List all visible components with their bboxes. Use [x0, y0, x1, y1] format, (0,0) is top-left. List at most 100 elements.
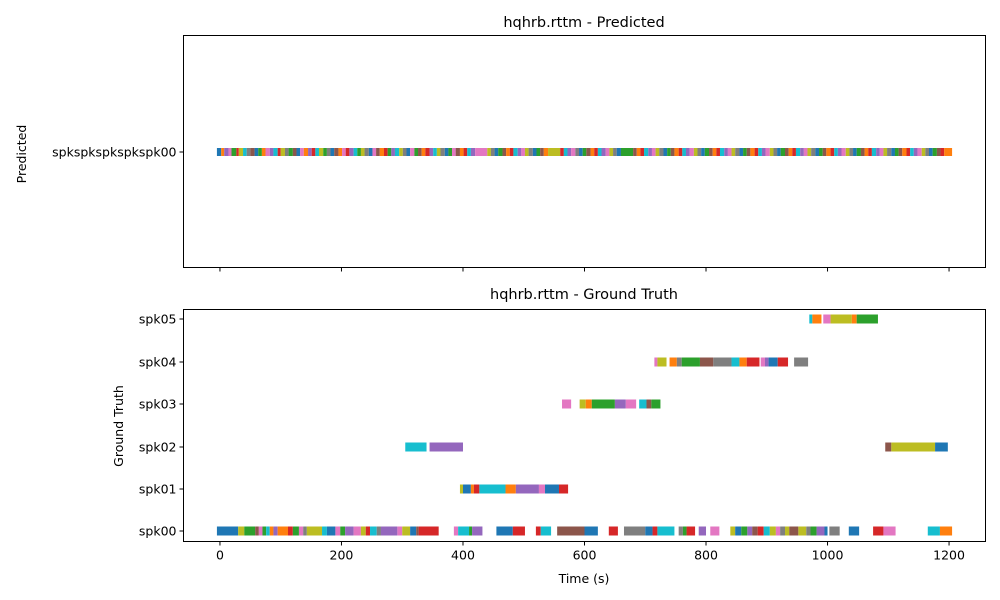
segment-spkspkspkspkspk00-138: [765, 148, 770, 156]
segment-spk00-47: [244, 526, 256, 536]
segment-spkspkspkspkspk00-154: [826, 148, 831, 156]
segment-spkspkspkspkspk00-71: [494, 148, 499, 156]
segment-spk04-18: [768, 357, 778, 367]
segment-spkspkspkspkspk00-61: [448, 148, 453, 156]
segment-spkspkspkspkspk00-170: [887, 148, 892, 156]
xtick-label-600: 600: [573, 548, 597, 563]
segment-spkspkspkspkspk00-175: [906, 148, 911, 156]
segment-spk04-12: [713, 357, 732, 367]
segment-spk00-114: [848, 526, 860, 536]
ytick-label-spk04: spk04: [139, 355, 177, 370]
segment-spkspkspkspkspk00-161: [853, 148, 857, 156]
segment-spkspkspkspkspk00-68: [475, 148, 488, 156]
segment-spk00-105: [780, 526, 785, 536]
segment-spkspkspkspkspk00-102: [620, 148, 634, 156]
segment-spkspkspkspkspk00-125: [716, 148, 720, 156]
segment-spk00-72: [402, 526, 411, 536]
segment-spk00-92: [682, 526, 687, 536]
segment-spk00-102: [763, 526, 770, 536]
segment-spk01-35: [459, 484, 463, 494]
segment-spkspkspkspkspk00-12: [261, 148, 266, 156]
segment-spkspkspkspkspk00-18: [284, 148, 289, 156]
segment-spk00-57: [298, 526, 304, 536]
segment-spkspkspkspkspk00-152: [819, 148, 823, 156]
xtick-label-800: 800: [694, 548, 718, 563]
segment-spkspkspkspkspk00-40: [368, 148, 373, 156]
segment-spkspkspkspkspk00-130: [735, 148, 740, 156]
segment-spk04-15: [746, 357, 760, 367]
segment-spk00-79: [472, 526, 483, 536]
segment-spkspkspkspkspk00-112: [667, 148, 671, 156]
segment-spkspkspkspkspk00-128: [727, 148, 732, 156]
segment-spkspkspkspkspk00-159: [845, 148, 850, 156]
segment-spkspkspkspkspk00-103: [633, 148, 637, 156]
segment-spk00-55: [288, 526, 293, 536]
segment-spkspkspkspkspk00-116: [682, 148, 686, 156]
segment-spkspkspkspkspk00-75: [509, 148, 514, 156]
segment-spkspkspkspkspk00-142: [780, 148, 785, 156]
segment-spkspkspkspkspk00-92: [582, 148, 587, 156]
segment-spk01-40: [505, 484, 516, 494]
segment-spk03-22: [579, 399, 586, 409]
xtick-label-200: 200: [330, 548, 354, 563]
panel-ground-truth-title: hqhrb.rttm - Ground Truth: [490, 287, 678, 303]
segment-spkspkspkspkspk00-179: [921, 148, 926, 156]
panel-predicted: hqhrb.rttm - Predicted Predicted spkspks…: [14, 15, 986, 272]
segment-spkspkspkspkspk00-50: [406, 148, 411, 156]
segment-spkspkspkspkspk00-63: [455, 148, 460, 156]
segment-spk00-77: [458, 526, 470, 536]
segment-spkspkspkspkspk00-177: [913, 148, 918, 156]
segment-spkspkspkspkspk00-145: [792, 148, 796, 156]
segment-spkspkspkspkspk00-51: [410, 148, 415, 156]
segment-spkspkspkspkspk00-140: [773, 148, 778, 156]
segment-spkspkspkspkspk00-160: [849, 148, 854, 156]
segment-spkspkspkspkspk00-89: [571, 148, 576, 156]
segment-spk04-9: [676, 357, 682, 367]
segment-spkspkspkspkspk00-105: [640, 148, 645, 156]
segment-spk04-6: [654, 357, 658, 367]
segment-spkspkspkspkspk00-11: [258, 148, 262, 156]
segment-spkspkspkspkspk00-163: [860, 148, 865, 156]
segment-spkspkspkspkspk00-26: [315, 148, 319, 156]
xtick-label-1000: 1000: [812, 548, 844, 563]
segment-spk00-118: [939, 526, 953, 536]
segment-spk00-89: [652, 526, 658, 536]
segment-spkspkspkspkspk00-0: [216, 148, 222, 156]
segment-spkspkspkspkspk00-169: [883, 148, 888, 156]
segment-spkspkspkspkspk00-118: [689, 148, 694, 156]
segment-spk00-75: [418, 526, 439, 536]
segment-spkspkspkspkspk00-143: [785, 148, 789, 156]
segment-spk03-29: [651, 399, 661, 409]
segment-spk00-107: [789, 526, 799, 536]
segment-spkspkspkspkspk00-107: [648, 148, 652, 156]
segment-spkspkspkspkspk00-73: [502, 148, 507, 156]
segment-spkspkspkspkspk00-115: [678, 148, 683, 156]
segment-spkspkspkspkspk00-33: [342, 148, 346, 156]
segment-spk04-20: [794, 357, 809, 367]
ytick-label-spk01: spk01: [139, 482, 177, 497]
segment-spk00-48: [255, 526, 259, 536]
segment-spkspkspkspkspk00-1: [221, 148, 225, 156]
segment-spkspkspkspkspk00-42: [376, 148, 380, 156]
segment-spk00-60: [322, 526, 327, 536]
segment-spk00-76: [453, 526, 459, 536]
segment-spk03-21: [562, 399, 572, 409]
xtick-label-0: 0: [216, 548, 224, 563]
segment-spkspkspkspkspk00-162: [856, 148, 861, 156]
segment-spk01-41: [515, 484, 539, 494]
segment-spkspkspkspkspk00-19: [288, 148, 293, 156]
segment-spkspkspkspkspk00-79: [524, 148, 529, 156]
segment-spk01-37: [470, 484, 474, 494]
segment-spk03-23: [585, 399, 592, 409]
segment-spkspkspkspkspk00-2: [224, 148, 229, 156]
segment-spkspkspkspkspk00-24: [308, 148, 312, 156]
panel-ground-truth-xlabel: Time (s): [558, 571, 610, 586]
segment-spk00-90: [657, 526, 675, 536]
segment-spk00-85: [584, 526, 598, 536]
segment-spk00-68: [370, 526, 377, 536]
panel-ground-truth-ylabel: Ground Truth: [111, 385, 126, 467]
segment-spkspkspkspkspk00-41: [372, 148, 377, 156]
segment-spkspkspkspkspk00-101: [616, 148, 621, 156]
segment-spkspkspkspkspk00-98: [605, 148, 610, 156]
segment-spkspkspkspkspk00-132: [743, 148, 747, 156]
